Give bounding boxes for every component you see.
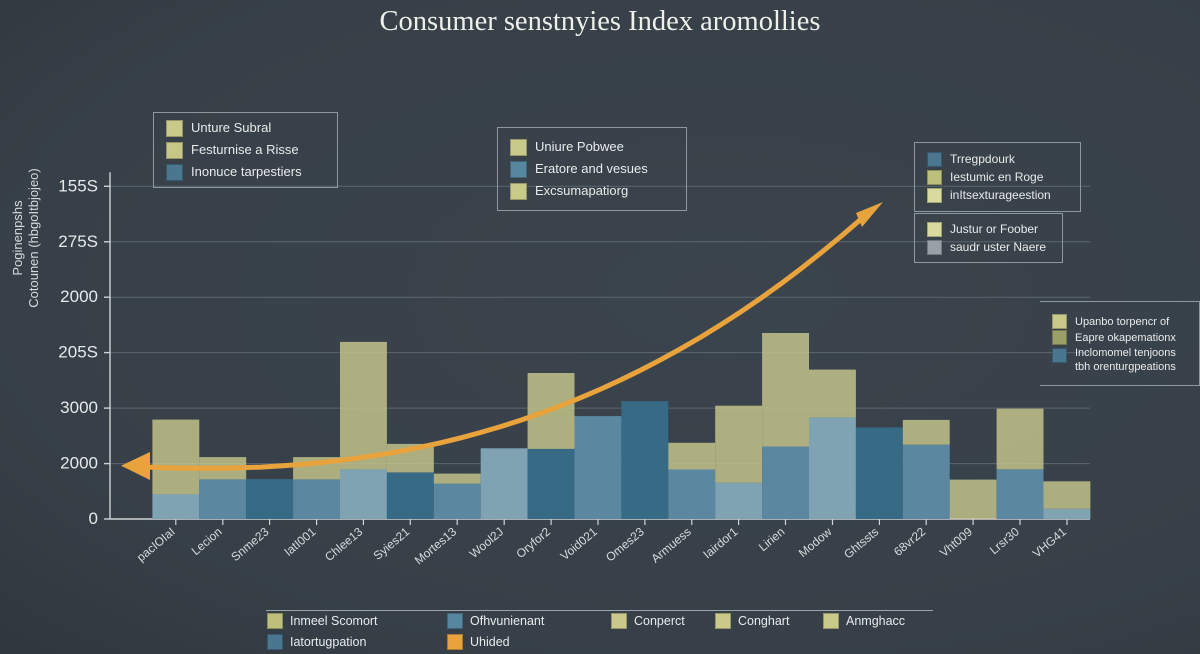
svg-text:Wool2J: Wool2J xyxy=(467,525,506,561)
svg-text:Vht009: Vht009 xyxy=(937,524,975,559)
svg-text:275S: 275S xyxy=(58,232,98,251)
svg-text:Chlee13: Chlee13 xyxy=(322,524,365,564)
svg-text:Lecion: Lecion xyxy=(189,525,225,558)
svg-text:Ghtssts: Ghtssts xyxy=(841,525,881,562)
svg-text:Modow: Modow xyxy=(796,524,835,560)
svg-text:205S: 205S xyxy=(58,343,98,362)
svg-text:Iairdor1: Iairdor1 xyxy=(700,524,740,561)
svg-text:Armuess: Armuess xyxy=(648,525,693,566)
svg-text:155S: 155S xyxy=(58,176,98,195)
svg-text:Snme23: Snme23 xyxy=(228,524,271,564)
svg-text:68vr22: 68vr22 xyxy=(891,524,928,559)
svg-text:Lrsr30: Lrsr30 xyxy=(987,524,1022,557)
svg-text:Omes23: Omes23 xyxy=(603,524,647,564)
svg-text:Lirien: Lirien xyxy=(756,525,787,555)
svg-text:IatI001: IatI001 xyxy=(281,524,318,559)
svg-text:2000: 2000 xyxy=(60,454,98,473)
svg-text:VHG41: VHG41 xyxy=(1030,524,1069,560)
svg-text:Void021: Void021 xyxy=(558,524,600,563)
svg-text:0: 0 xyxy=(89,509,98,528)
svg-text:Oryfor2: Oryfor2 xyxy=(513,524,553,561)
svg-text:pacIOIaI: pacIOIaI xyxy=(134,525,178,565)
svg-text:2000: 2000 xyxy=(60,287,98,306)
svg-text:Mortes13: Mortes13 xyxy=(412,524,460,567)
svg-text:Syies21: Syies21 xyxy=(371,524,413,562)
svg-text:3000: 3000 xyxy=(60,398,98,417)
